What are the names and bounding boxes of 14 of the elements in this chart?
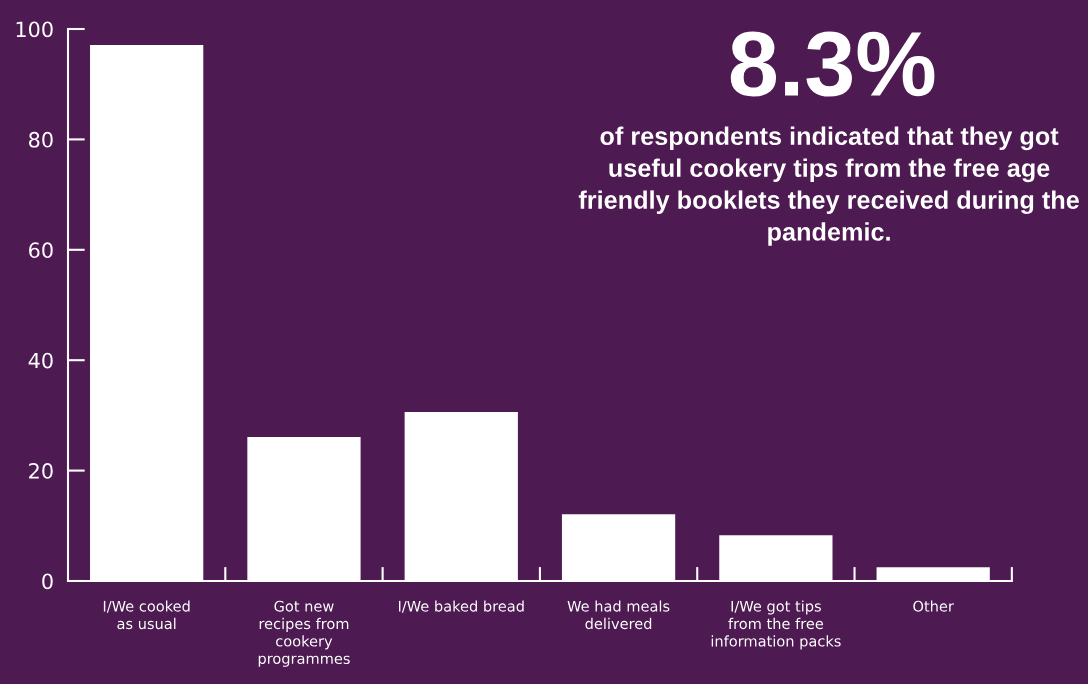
annotation: of respondents indicated that they got useful cookery tips from the free age friendly booklets they received during the pandemic. [578,126,1079,246]
y-tick-label: 20 [29,463,53,479]
y-tick-label: 60 [29,242,53,259]
x-tick-label: I/We got tips from the free information packs [711,600,841,650]
x-tick-label: I/We cooked as usual [103,600,190,630]
x-tick-label: Other [913,600,954,612]
x-tick-label: We had meals delivered [567,600,670,630]
y-tick-label: 0 [42,573,53,590]
x-tick-label: I/We baked bread [398,600,524,613]
y-tick-label: 80 [29,131,53,148]
y-tick-label: 40 [28,352,53,369]
annotation: 8.3% [730,31,935,97]
x-tick-label: Got new recipes from cookery programmes [258,600,350,667]
y-tick-label: 100 [16,21,53,38]
